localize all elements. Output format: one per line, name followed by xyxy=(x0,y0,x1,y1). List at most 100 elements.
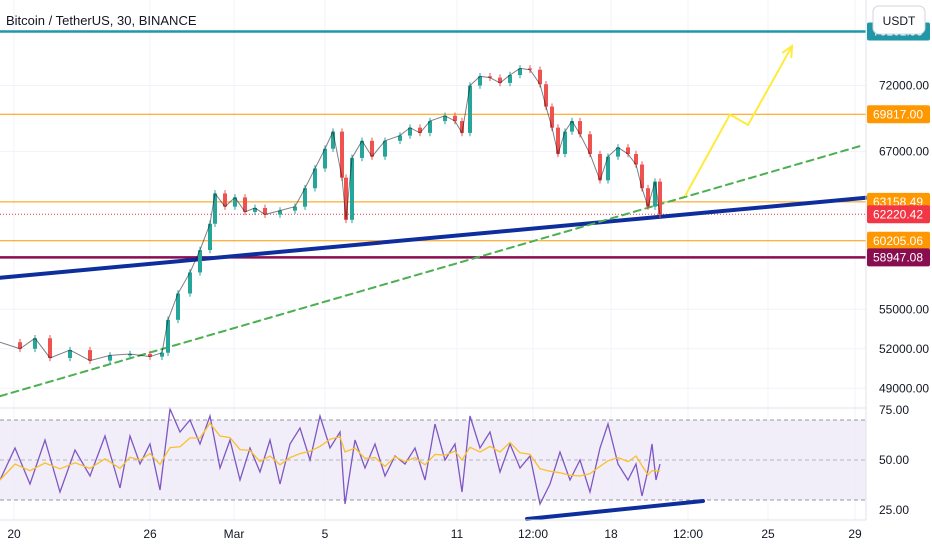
last-price-tag xyxy=(867,205,930,224)
price-candle-body-57 xyxy=(616,147,620,157)
price-candle-body-22 xyxy=(293,206,297,211)
price-candle-body-14 xyxy=(208,223,212,251)
price-candle-body-60 xyxy=(640,164,644,189)
rsi-tick-label-0: 25.00 xyxy=(879,503,909,517)
price-candle-body-10 xyxy=(166,319,170,353)
price-candle-body-4 xyxy=(68,350,72,358)
price-candle-body-49 xyxy=(550,106,554,128)
price-candle-body-31 xyxy=(370,140,374,157)
projection-arrow xyxy=(684,44,794,197)
rsi-band xyxy=(0,419,866,501)
blue-support-line xyxy=(0,195,872,280)
price-candle-body-30 xyxy=(360,140,364,158)
time-tick-label-5: 12:00 xyxy=(518,527,548,541)
price-tick-label-4: 72000.00 xyxy=(879,79,929,93)
price-candle-body-21 xyxy=(278,210,282,215)
price-candle-body-36 xyxy=(428,121,432,133)
price-candle-body-28 xyxy=(344,177,348,220)
price-candle-body-24 xyxy=(313,168,317,189)
currency-button-frame[interactable] xyxy=(872,5,926,35)
price-candle-body-12 xyxy=(188,272,192,294)
price-candle-body-47 xyxy=(538,69,542,85)
price-candle-body-11 xyxy=(176,293,180,320)
price-candle-body-43 xyxy=(498,77,502,83)
price-candle-body-13 xyxy=(198,250,202,273)
price-candle-body-20 xyxy=(263,207,267,215)
price-candle-body-50 xyxy=(556,127,560,154)
time-axis: 20 26 Mar 5 11 12:00 18 12:00 25 29 xyxy=(7,527,862,541)
rsi-series xyxy=(0,406,705,521)
price-candle-body-35 xyxy=(418,127,422,133)
time-tick-label-4: 11 xyxy=(451,527,464,541)
price-candle-body-15 xyxy=(213,193,217,224)
price-candle-body-5 xyxy=(88,350,92,361)
price-candle-body-40 xyxy=(468,85,472,133)
rsi-ma-line xyxy=(0,422,660,481)
time-tick-label-6: 18 xyxy=(604,527,618,541)
green-dashed-line xyxy=(0,145,861,398)
price-candle-body-54 xyxy=(588,134,592,154)
price-candle-body-19 xyxy=(253,207,257,212)
price-candle-body-51 xyxy=(563,131,567,154)
price-candle-body-63 xyxy=(658,181,662,215)
price-candle-body-56 xyxy=(606,156,610,181)
price-candle-body-25 xyxy=(323,148,327,169)
price-tags: 76101.9969817.0063158.4960205.0658947.08… xyxy=(867,22,930,267)
price-tick-label-3: 67000.00 xyxy=(879,144,929,158)
level-58947-tag-label: 58947.08 xyxy=(873,250,923,264)
price-candle-body-7 xyxy=(128,354,132,356)
price-candle-body-55 xyxy=(598,153,602,181)
last-price-tag-label: 62220.42 xyxy=(873,207,923,221)
price-tick-label-1: 52000.00 xyxy=(879,342,929,356)
price-candle-body-53 xyxy=(578,121,582,135)
price-candle-body-9 xyxy=(160,352,164,357)
price-candle-body-45 xyxy=(518,68,522,76)
time-tick-label-9: 29 xyxy=(848,527,862,541)
currency-button[interactable]: USDT xyxy=(872,5,926,35)
price-candle-body-8 xyxy=(148,354,152,357)
level-60205-tag-label: 60205.06 xyxy=(873,234,923,248)
price-series xyxy=(0,65,662,364)
time-tick-label-8: 25 xyxy=(761,527,775,541)
projection-path xyxy=(684,45,793,197)
price-candle-body-18 xyxy=(243,197,247,212)
price-candle-body-38 xyxy=(453,115,457,122)
price-axis: 49000.00 52000.00 55000.00 67000.00 72000.00… xyxy=(879,79,929,517)
rsi-line xyxy=(0,406,661,506)
currency-button-label[interactable]: USDT xyxy=(883,14,916,28)
price-candle-body-34 xyxy=(408,127,412,136)
price-candle-body-41 xyxy=(478,76,482,86)
time-tick-label-3: 5 xyxy=(322,527,329,541)
price-candle-body-59 xyxy=(634,153,638,165)
price-candle-body-3 xyxy=(48,338,52,358)
price-candle-body-1 xyxy=(18,342,22,349)
time-tick-label-0: 20 xyxy=(7,527,21,541)
price-candle-body-62 xyxy=(653,181,657,207)
chart-title: Bitcoin / TetherUS, 30, BINANCE xyxy=(6,13,197,28)
price-candle-body-39 xyxy=(460,121,464,133)
rsi-tick-label-1: 50.00 xyxy=(879,453,909,467)
price-candle-body-16 xyxy=(223,193,227,207)
price-candle-body-42 xyxy=(488,76,492,78)
price-tick-label-0: 49000.00 xyxy=(879,381,929,395)
price-candle-body-52 xyxy=(570,121,574,132)
rsi-support-line xyxy=(525,499,705,521)
price-candle-body-27 xyxy=(340,131,344,178)
price-candle-body-29 xyxy=(350,157,354,220)
time-tick-label-1: 26 xyxy=(143,527,157,541)
projection-arrowhead xyxy=(781,44,794,59)
price-candle-body-48 xyxy=(544,84,548,107)
rsi-tick-label-2: 75.00 xyxy=(879,403,909,417)
price-candle-body-44 xyxy=(508,75,512,83)
price-candle-body-2 xyxy=(33,338,37,349)
price-candle-body-46 xyxy=(528,68,532,70)
price-candle-body-61 xyxy=(646,188,650,207)
price-line xyxy=(0,67,661,362)
price-candle-body-23 xyxy=(303,188,307,207)
price-candle-body-37 xyxy=(443,115,447,122)
level-69817-tag-label: 69817.00 xyxy=(873,107,923,121)
price-tick-label-2: 55000.00 xyxy=(879,302,929,316)
level-60205-tag xyxy=(867,231,930,250)
price-candle-body-6 xyxy=(108,355,112,361)
